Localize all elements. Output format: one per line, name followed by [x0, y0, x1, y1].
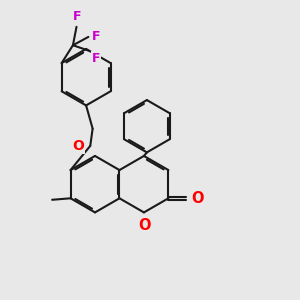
Text: O: O: [192, 191, 204, 206]
Text: F: F: [73, 10, 81, 22]
Text: F: F: [92, 30, 100, 43]
Text: O: O: [138, 218, 151, 233]
Text: O: O: [72, 139, 84, 153]
Text: F: F: [92, 52, 100, 65]
